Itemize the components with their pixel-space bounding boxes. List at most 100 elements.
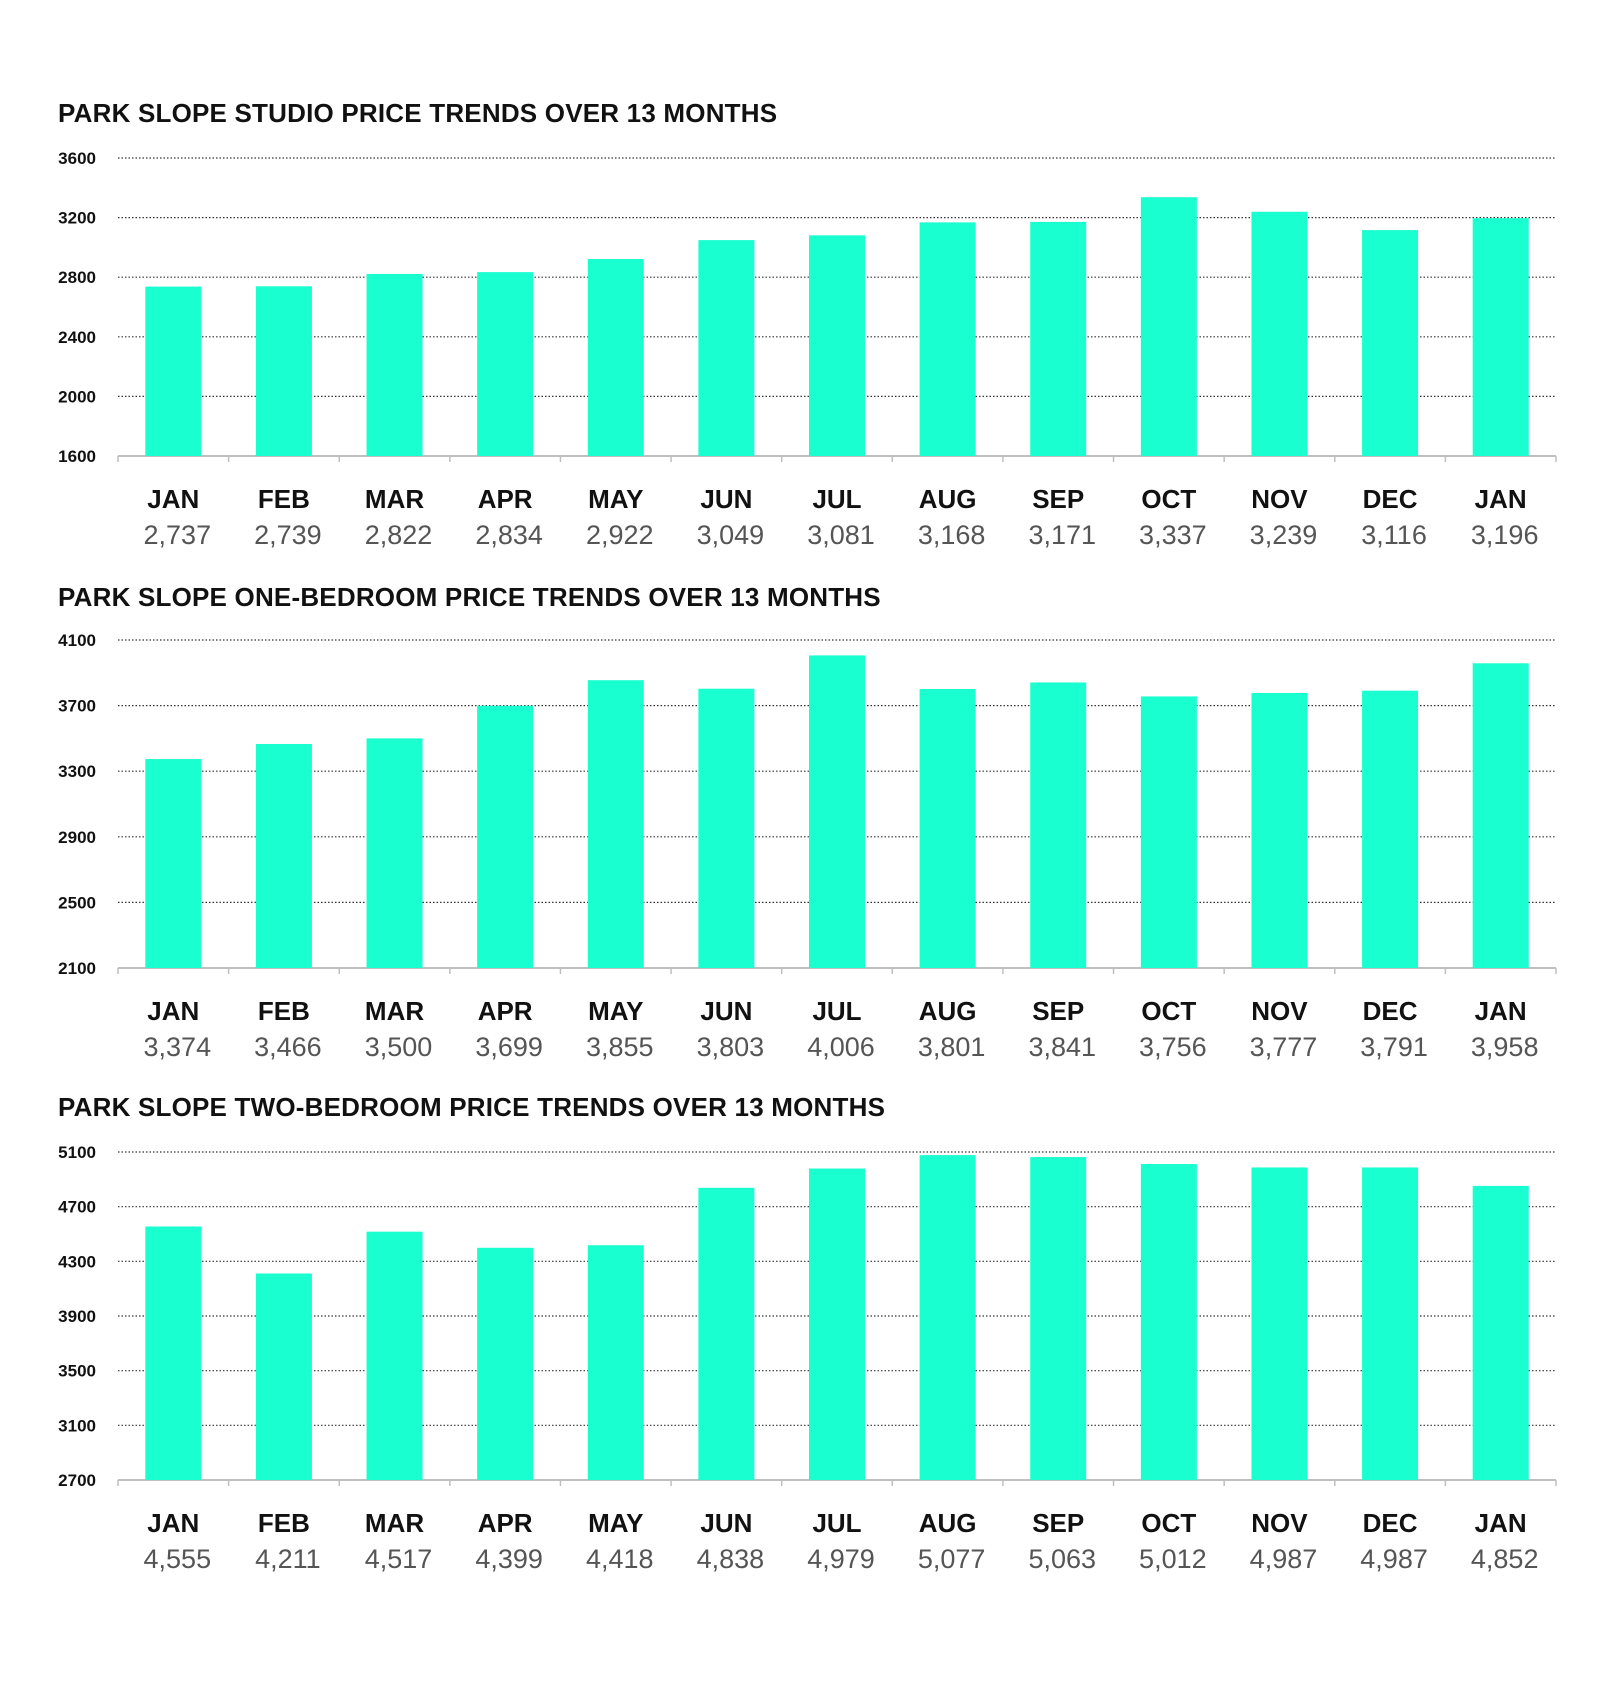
- value-label: 4,555: [144, 1544, 212, 1574]
- studio-chart-plot: 1600 2000 2400 2800 3200 3600 JAN 2,737 FEB 2,739…: [58, 149, 1557, 550]
- chart-title: PARK SLOPE ONE-BEDROOM PRICE TRENDS OVER…: [58, 582, 881, 612]
- month-label: SEP: [1032, 996, 1084, 1026]
- bar: [1251, 211, 1308, 456]
- bar: [1030, 682, 1087, 968]
- y-tick-label: 2800: [58, 268, 96, 287]
- month-label: DEC: [1363, 484, 1418, 514]
- value-label: 3,855: [586, 1032, 654, 1062]
- month-label: OCT: [1141, 484, 1196, 514]
- bar: [477, 272, 534, 456]
- y-tick-label: 3600: [58, 149, 96, 168]
- y-tick-label: 2400: [58, 328, 96, 347]
- one-bedroom-chart-plot: 2100 2500 2900 3300 3700 4100 JAN 3,374 FEB 3,466…: [58, 631, 1557, 1062]
- bar: [1140, 1164, 1197, 1480]
- y-tick-label: 4300: [58, 1252, 96, 1271]
- month-label: APR: [478, 1508, 533, 1538]
- month-label: FEB: [258, 1508, 310, 1538]
- bar: [1030, 221, 1087, 456]
- y-tick-label: 3700: [58, 697, 96, 716]
- bar: [366, 738, 423, 968]
- month-label: JAN: [1475, 996, 1527, 1026]
- month-label: MAY: [588, 996, 643, 1026]
- bar: [698, 240, 755, 456]
- bar: [1140, 197, 1197, 456]
- value-label: 4,987: [1250, 1544, 1318, 1574]
- y-tick-label: 2000: [58, 387, 96, 406]
- value-label: 4,418: [586, 1544, 654, 1574]
- value-label: 4,006: [807, 1032, 875, 1062]
- value-label: 3,168: [918, 520, 986, 550]
- month-label: FEB: [258, 484, 310, 514]
- value-label: 4,838: [697, 1544, 765, 1574]
- month-label: NOV: [1251, 484, 1308, 514]
- month-label: JAN: [147, 484, 199, 514]
- value-label: 3,374: [144, 1032, 212, 1062]
- month-label: JAN: [1475, 484, 1527, 514]
- bar: [809, 1168, 865, 1480]
- bar: [809, 655, 865, 968]
- y-tick-label: 4100: [58, 631, 96, 650]
- month-label: FEB: [258, 996, 310, 1026]
- bar: [919, 689, 976, 968]
- two-bedroom-chart-plot: 2700 3100 3500 3900 4300 4700 5100 JAN 4,555 FEB 4…: [58, 1143, 1557, 1574]
- month-label: JUL: [812, 484, 861, 514]
- month-label: JAN: [1475, 1508, 1527, 1538]
- bar: [1472, 218, 1529, 456]
- bar: [255, 286, 312, 456]
- bar: [587, 259, 644, 456]
- bar: [255, 1273, 312, 1480]
- y-tick-label: 2500: [58, 893, 96, 912]
- value-label: 4,399: [475, 1544, 543, 1574]
- month-label: JUL: [812, 996, 861, 1026]
- month-label: DEC: [1363, 996, 1418, 1026]
- bar: [698, 688, 755, 968]
- bar: [1472, 663, 1529, 968]
- month-label: AUG: [919, 996, 977, 1026]
- y-tick-label: 3500: [58, 1362, 96, 1381]
- bar: [587, 1245, 644, 1480]
- y-tick-label: 2900: [58, 828, 96, 847]
- bar: [1251, 692, 1308, 968]
- value-label: 3,803: [697, 1032, 765, 1062]
- value-label: 2,737: [144, 520, 212, 550]
- value-label: 4,517: [365, 1544, 433, 1574]
- bar: [145, 286, 202, 456]
- value-label: 3,699: [475, 1032, 543, 1062]
- month-label: JUL: [812, 1508, 861, 1538]
- y-tick-label: 3900: [58, 1307, 96, 1326]
- value-label: 3,466: [254, 1032, 322, 1062]
- y-tick-label: 2700: [58, 1471, 96, 1490]
- bar: [1030, 1157, 1087, 1480]
- bar: [1362, 1167, 1419, 1480]
- bar: [919, 1155, 976, 1480]
- bar: [587, 680, 644, 968]
- month-label: MAY: [588, 484, 643, 514]
- bar: [255, 743, 312, 968]
- month-label: JAN: [147, 1508, 199, 1538]
- bar: [1472, 1185, 1529, 1480]
- month-label: SEP: [1032, 1508, 1084, 1538]
- value-label: 2,739: [254, 520, 322, 550]
- month-label: MAY: [588, 1508, 643, 1538]
- value-label: 2,922: [586, 520, 654, 550]
- studio-price-chart: PARK SLOPE STUDIO PRICE TRENDS OVER 13 M…: [0, 98, 1600, 558]
- bar: [366, 1231, 423, 1480]
- bar: [919, 222, 976, 456]
- bar: [1362, 230, 1419, 456]
- month-label: JUN: [700, 996, 752, 1026]
- month-label: MAR: [365, 484, 424, 514]
- month-label: NOV: [1251, 996, 1308, 1026]
- value-label: 2,834: [475, 520, 543, 550]
- month-label: AUG: [919, 484, 977, 514]
- value-label: 4,979: [807, 1544, 875, 1574]
- y-tick-label: 3300: [58, 762, 96, 781]
- value-label: 3,777: [1250, 1032, 1318, 1062]
- y-tick-label: 1600: [58, 447, 96, 466]
- month-label: AUG: [919, 1508, 977, 1538]
- month-label: APR: [478, 484, 533, 514]
- month-label: DEC: [1363, 1508, 1418, 1538]
- month-label: MAR: [365, 1508, 424, 1538]
- month-label: SEP: [1032, 484, 1084, 514]
- value-label: 4,211: [255, 1544, 321, 1574]
- value-label: 3,500: [365, 1032, 433, 1062]
